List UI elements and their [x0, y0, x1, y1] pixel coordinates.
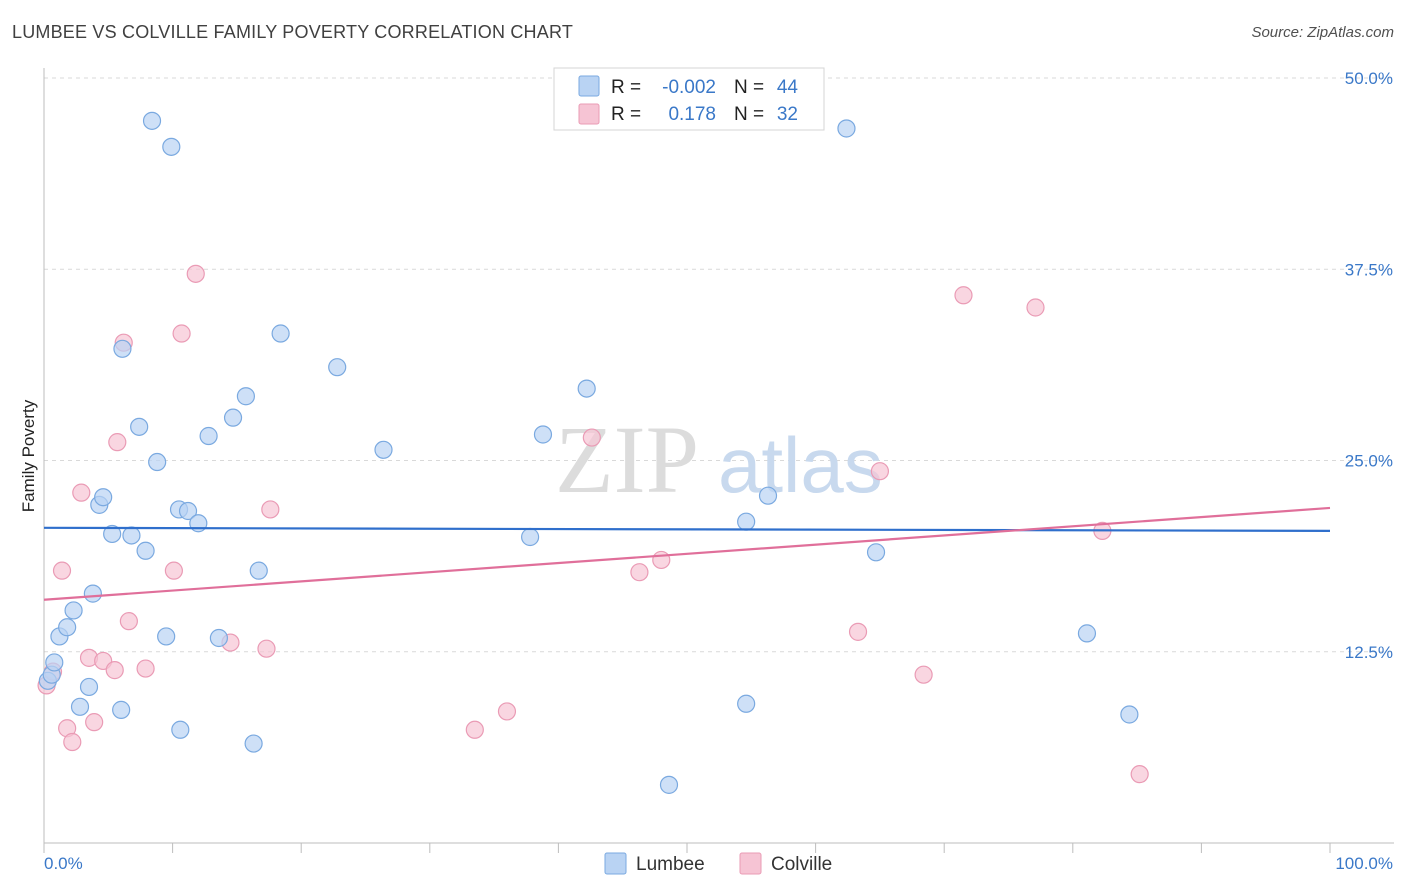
colville-point: [954, 286, 973, 305]
y-tick-label: 50.0%: [1345, 69, 1393, 88]
lumbee-point: [58, 618, 77, 637]
colville-point: [119, 612, 138, 631]
lumbee-trend-line: [43, 526, 1331, 532]
colville-point: [105, 661, 124, 680]
legend-n-label-lumbee: N =: [734, 77, 764, 98]
lumbee-point: [130, 417, 149, 436]
lumbee-point: [142, 111, 162, 130]
y-tick-label: 37.5%: [1345, 260, 1393, 279]
colville-point: [164, 561, 183, 580]
lumbee-point: [103, 524, 122, 544]
lumbee-point: [374, 440, 393, 459]
colville-point: [870, 462, 890, 481]
correlation-legend: R = -0.002 N = 44 R = 0.178 N = 32: [553, 67, 825, 131]
y-tick-label: 12.5%: [1345, 643, 1393, 662]
lumbee-point: [249, 561, 268, 580]
lumbee-point: [521, 527, 540, 547]
lumbee-point: [758, 486, 778, 505]
colville-point: [52, 561, 72, 580]
y-axis-title: Family Poverty: [19, 399, 38, 512]
lumbee-point: [271, 324, 290, 343]
x-tick-label-min: 0.0%: [44, 854, 83, 873]
legend-n-value-lumbee: 44: [777, 77, 799, 98]
lumbee-point: [171, 720, 190, 739]
lumbee-point: [328, 358, 347, 377]
lumbee-point: [577, 379, 596, 398]
colville-point: [630, 563, 649, 582]
colville-point: [652, 550, 671, 570]
colville-point: [172, 324, 191, 343]
lumbee-point: [244, 734, 263, 753]
colville-point: [497, 702, 517, 721]
legend-r-value-colville: 0.178: [668, 104, 716, 125]
colville-point: [914, 665, 933, 684]
bottom-legend-label-lumbee: Lumbee: [636, 854, 705, 875]
lumbee-point: [737, 694, 756, 713]
legend-n-label-colville: N =: [734, 104, 764, 125]
x-tick-marks: [43, 843, 1331, 853]
lumbee-point: [533, 425, 553, 444]
lumbee-point: [659, 775, 679, 794]
legend-n-value-colville: 32: [777, 104, 798, 125]
watermark-zip: ZIP: [555, 406, 699, 513]
colville-point: [261, 500, 280, 519]
legend-r-label-lumbee: R =: [611, 77, 641, 98]
colville-point: [465, 720, 484, 739]
source-label: Source: ZipAtlas.com: [1251, 24, 1394, 41]
lumbee-point: [178, 501, 198, 521]
colville-point: [848, 622, 868, 641]
lumbee-point: [70, 697, 90, 716]
lumbee-point: [45, 653, 64, 672]
chart-title: LUMBEE VS COLVILLE FAMILY POVERTY CORREL…: [12, 22, 574, 42]
legend-swatch-colville: [578, 103, 600, 125]
lumbee-point: [83, 584, 102, 603]
bottom-legend-swatch-colville: [739, 852, 762, 875]
lumbee-point: [837, 119, 856, 138]
colville-point: [186, 264, 205, 283]
lumbee-point: [112, 700, 131, 719]
colville-point: [1130, 765, 1149, 784]
colville-point: [85, 713, 104, 732]
grid-lines: [44, 77, 1394, 653]
bottom-legend-swatch-lumbee: [604, 852, 627, 875]
colville-point: [257, 639, 276, 658]
lumbee-point: [122, 526, 141, 545]
lumbee-point: [199, 426, 218, 446]
lumbee-points: [38, 111, 1139, 794]
trend-lines: [43, 506, 1331, 601]
lumbee-point: [737, 512, 756, 531]
colville-point: [72, 483, 91, 502]
lumbee-point: [94, 488, 113, 507]
lumbee-point: [79, 677, 99, 697]
lumbee-point: [136, 541, 155, 560]
y-tick-labels: 12.5% 25.0% 37.5% 50.0%: [1345, 69, 1393, 662]
lumbee-point: [223, 408, 243, 427]
lumbee-point: [148, 452, 167, 472]
lumbee-point: [157, 627, 176, 646]
lumbee-point: [64, 601, 83, 620]
colville-point: [1026, 298, 1045, 317]
colville-point: [136, 659, 155, 678]
series-legend: Lumbee Colville: [604, 852, 832, 875]
legend-r-label-colville: R =: [611, 104, 641, 125]
lumbee-point: [113, 339, 132, 358]
colville-trend-line: [43, 506, 1331, 601]
colville-point: [582, 428, 601, 447]
bottom-legend-label-colville: Colville: [771, 854, 832, 875]
y-tick-label: 25.0%: [1345, 452, 1393, 471]
lumbee-point: [162, 137, 181, 156]
colville-point: [63, 732, 82, 752]
lumbee-point: [236, 387, 256, 406]
lumbee-point: [209, 628, 228, 648]
x-tick-label-max: 100.0%: [1335, 854, 1393, 873]
legend-swatch-lumbee: [578, 75, 600, 97]
watermark-atlas: atlas: [718, 421, 883, 509]
colville-point: [108, 433, 127, 452]
legend-r-value-lumbee: -0.002: [662, 77, 716, 98]
lumbee-point: [866, 543, 886, 562]
lumbee-point: [1120, 705, 1139, 724]
lumbee-point: [1077, 624, 1097, 643]
